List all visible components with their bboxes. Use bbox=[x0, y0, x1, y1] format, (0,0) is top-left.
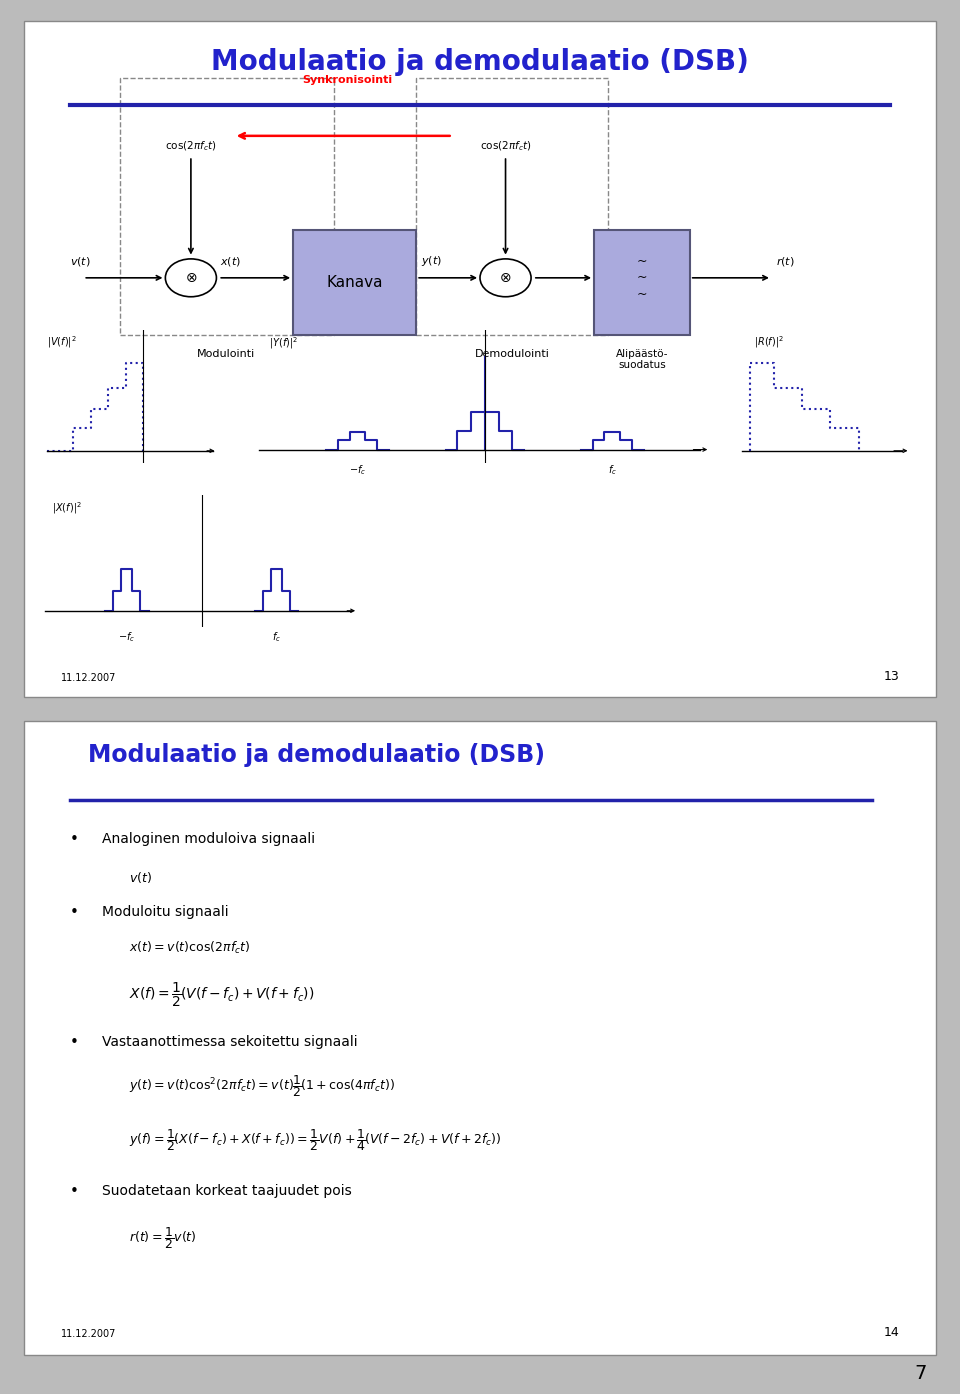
Text: $r(t)$: $r(t)$ bbox=[777, 255, 795, 268]
Text: $\cos(2\pi f_c t)$: $\cos(2\pi f_c t)$ bbox=[165, 139, 217, 153]
Circle shape bbox=[165, 259, 216, 297]
Text: 14: 14 bbox=[884, 1326, 900, 1340]
Text: $r(t) = \dfrac{1}{2}v(t)$: $r(t) = \dfrac{1}{2}v(t)$ bbox=[129, 1225, 197, 1250]
Text: •: • bbox=[69, 832, 79, 846]
Text: ~: ~ bbox=[637, 272, 648, 284]
Text: $X(f) = \dfrac{1}{2}\!\left(V(f - f_c) + V(f + f_c)\right)$: $X(f) = \dfrac{1}{2}\!\left(V(f - f_c) +… bbox=[129, 981, 314, 1009]
Text: ~: ~ bbox=[637, 289, 648, 301]
Text: $f_c$: $f_c$ bbox=[608, 463, 616, 477]
Text: Suodatetaan korkeat taajuudet pois: Suodatetaan korkeat taajuudet pois bbox=[102, 1184, 351, 1197]
Text: $\otimes$: $\otimes$ bbox=[499, 270, 512, 284]
Text: Analoginen moduloiva signaali: Analoginen moduloiva signaali bbox=[102, 832, 315, 846]
Text: Modulaatio ja demodulaatio (DSB): Modulaatio ja demodulaatio (DSB) bbox=[211, 47, 749, 75]
Text: Demodulointi: Demodulointi bbox=[474, 348, 549, 358]
Text: $|X(f)|^2$: $|X(f)|^2$ bbox=[52, 500, 82, 516]
Text: $|V(f)|^2$: $|V(f)|^2$ bbox=[47, 335, 77, 350]
Text: $y(t) = v(t)\cos^2\!\left(2\pi f_c t\right) = v(t)\dfrac{1}{2}\!\left(1+\cos\!\l: $y(t) = v(t)\cos^2\!\left(2\pi f_c t\rig… bbox=[129, 1073, 395, 1098]
Text: •: • bbox=[69, 1034, 79, 1050]
Text: $y(t)$: $y(t)$ bbox=[420, 254, 442, 268]
Text: Moduloitu signaali: Moduloitu signaali bbox=[102, 905, 228, 919]
Text: $\otimes$: $\otimes$ bbox=[184, 270, 197, 284]
Text: Synkronisointi: Synkronisointi bbox=[302, 75, 393, 85]
Text: 7: 7 bbox=[914, 1363, 926, 1383]
Text: $-f_c$: $-f_c$ bbox=[348, 463, 366, 477]
Text: $-f_c$: $-f_c$ bbox=[118, 630, 135, 644]
Text: Kanava: Kanava bbox=[326, 276, 383, 290]
Text: $v(t)$: $v(t)$ bbox=[69, 255, 90, 268]
Text: $x(t)$: $x(t)$ bbox=[220, 255, 241, 268]
Text: $v(t)$: $v(t)$ bbox=[129, 870, 152, 885]
Text: Modulaatio ja demodulaatio (DSB): Modulaatio ja demodulaatio (DSB) bbox=[88, 743, 545, 767]
Text: 13: 13 bbox=[884, 671, 900, 683]
FancyBboxPatch shape bbox=[293, 230, 416, 336]
Text: •: • bbox=[69, 905, 79, 920]
Text: 11.12.2007: 11.12.2007 bbox=[60, 1328, 116, 1340]
Text: $\cos(2\pi f_c t)$: $\cos(2\pi f_c t)$ bbox=[480, 139, 531, 153]
Text: ~: ~ bbox=[637, 255, 648, 268]
Text: 11.12.2007: 11.12.2007 bbox=[60, 673, 116, 683]
Text: $y(f) = \dfrac{1}{2}\!\left(X(f - f_c) + X(f + f_c)\right) = \dfrac{1}{2}V(f) + : $y(f) = \dfrac{1}{2}\!\left(X(f - f_c) +… bbox=[129, 1126, 501, 1153]
FancyBboxPatch shape bbox=[24, 721, 936, 1355]
Text: Vastaanottimessa sekoitettu signaali: Vastaanottimessa sekoitettu signaali bbox=[102, 1034, 357, 1048]
Text: $|Y(f)|^2$: $|Y(f)|^2$ bbox=[269, 335, 299, 351]
Text: $|R(f)|^2$: $|R(f)|^2$ bbox=[754, 335, 783, 350]
FancyBboxPatch shape bbox=[24, 21, 936, 697]
Text: $f_c$: $f_c$ bbox=[272, 630, 281, 644]
Text: •: • bbox=[69, 1184, 79, 1199]
Circle shape bbox=[480, 259, 531, 297]
Text: Modulointi: Modulointi bbox=[198, 348, 255, 358]
FancyBboxPatch shape bbox=[594, 230, 689, 336]
Text: Alipäästö-
suodatus: Alipäästö- suodatus bbox=[616, 348, 668, 371]
Text: $x(t) = v(t)\cos\!\left(2\pi f_c t\right)$: $x(t) = v(t)\cos\!\left(2\pi f_c t\right… bbox=[129, 940, 251, 956]
